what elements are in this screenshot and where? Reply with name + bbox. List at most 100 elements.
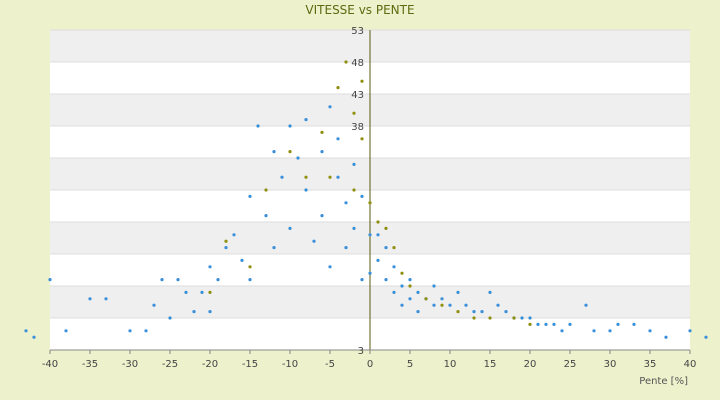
y-tick-label: 53 [351, 26, 364, 37]
data-point [352, 111, 356, 115]
data-point [632, 322, 636, 326]
data-point [152, 303, 156, 307]
data-point [496, 303, 500, 307]
data-point [328, 175, 332, 179]
data-point [472, 316, 476, 320]
chart-title: VITESSE vs PENTE [305, 3, 415, 17]
data-points [24, 60, 708, 339]
data-point [552, 322, 556, 326]
x-axis-label: Pente [%] [639, 376, 688, 387]
data-point [384, 226, 388, 230]
data-point [592, 329, 596, 333]
data-point [608, 329, 612, 333]
data-point [352, 188, 356, 192]
x-tick-label: -35 [82, 359, 98, 370]
x-tick-labels: -40 -35 -30 -25 -20 -15 -10 -5 0 5 10 15 20 25 30 35 40 [42, 350, 697, 370]
x-tick-label: 10 [444, 359, 457, 370]
data-point [344, 246, 348, 250]
data-point [536, 322, 540, 326]
data-point [248, 278, 252, 282]
data-point [304, 175, 308, 179]
y-tick-labels: 3 38 43 48 53 [351, 26, 364, 357]
data-point [400, 303, 404, 307]
data-point [240, 258, 244, 262]
data-point [488, 316, 492, 320]
data-point [184, 290, 188, 294]
data-point [560, 329, 564, 333]
data-point [360, 194, 364, 198]
data-point [344, 60, 348, 64]
data-point [480, 310, 484, 314]
data-point [432, 284, 436, 288]
data-point [288, 124, 292, 128]
data-point [704, 335, 708, 339]
data-point [368, 271, 372, 275]
data-point [688, 329, 692, 333]
x-tick-label: -15 [242, 359, 258, 370]
data-point [440, 303, 444, 307]
data-point [336, 175, 340, 179]
data-point [400, 284, 404, 288]
x-tick-label: -40 [42, 359, 58, 370]
data-point [144, 329, 148, 333]
data-point [504, 310, 508, 314]
data-point [344, 201, 348, 205]
x-tick-label: 5 [407, 359, 413, 370]
x-tick-label: 40 [684, 359, 697, 370]
data-point [384, 246, 388, 250]
data-point [104, 297, 108, 301]
data-point [288, 150, 292, 154]
data-point [512, 316, 516, 320]
data-point [368, 201, 372, 205]
data-point [528, 322, 532, 326]
data-point [520, 316, 524, 320]
data-point [304, 118, 308, 122]
data-point [224, 246, 228, 250]
data-point [312, 239, 316, 243]
y-tick-label: 38 [351, 122, 364, 133]
data-point [176, 278, 180, 282]
data-point [368, 233, 372, 237]
data-point [328, 265, 332, 269]
data-point [248, 265, 252, 269]
data-point [232, 233, 236, 237]
data-point [416, 310, 420, 314]
data-point [280, 175, 284, 179]
data-point [544, 322, 548, 326]
data-point [392, 246, 396, 250]
data-point [456, 290, 460, 294]
data-point [360, 278, 364, 282]
data-point [288, 226, 292, 230]
data-point [168, 316, 172, 320]
data-point [424, 297, 428, 301]
data-point [296, 156, 300, 160]
x-tick-label: 20 [524, 359, 537, 370]
data-point [664, 335, 668, 339]
data-point [328, 105, 332, 109]
x-tick-label: 30 [604, 359, 617, 370]
x-tick-label: 25 [564, 359, 577, 370]
data-point [24, 329, 28, 333]
data-point [48, 278, 52, 282]
data-point [456, 310, 460, 314]
data-point [360, 137, 364, 141]
data-point [208, 265, 212, 269]
data-point [128, 329, 132, 333]
data-point [320, 214, 324, 218]
data-point [400, 271, 404, 275]
x-tick-label: 0 [367, 359, 373, 370]
data-point [488, 290, 492, 294]
data-point [408, 284, 412, 288]
data-point [320, 150, 324, 154]
data-point [208, 310, 212, 314]
data-point [248, 194, 252, 198]
data-point [432, 303, 436, 307]
data-point [440, 297, 444, 301]
data-point [416, 290, 420, 294]
data-point [408, 297, 412, 301]
x-tick-label: -25 [162, 359, 178, 370]
data-point [616, 322, 620, 326]
data-point [648, 329, 652, 333]
data-point [224, 239, 228, 243]
